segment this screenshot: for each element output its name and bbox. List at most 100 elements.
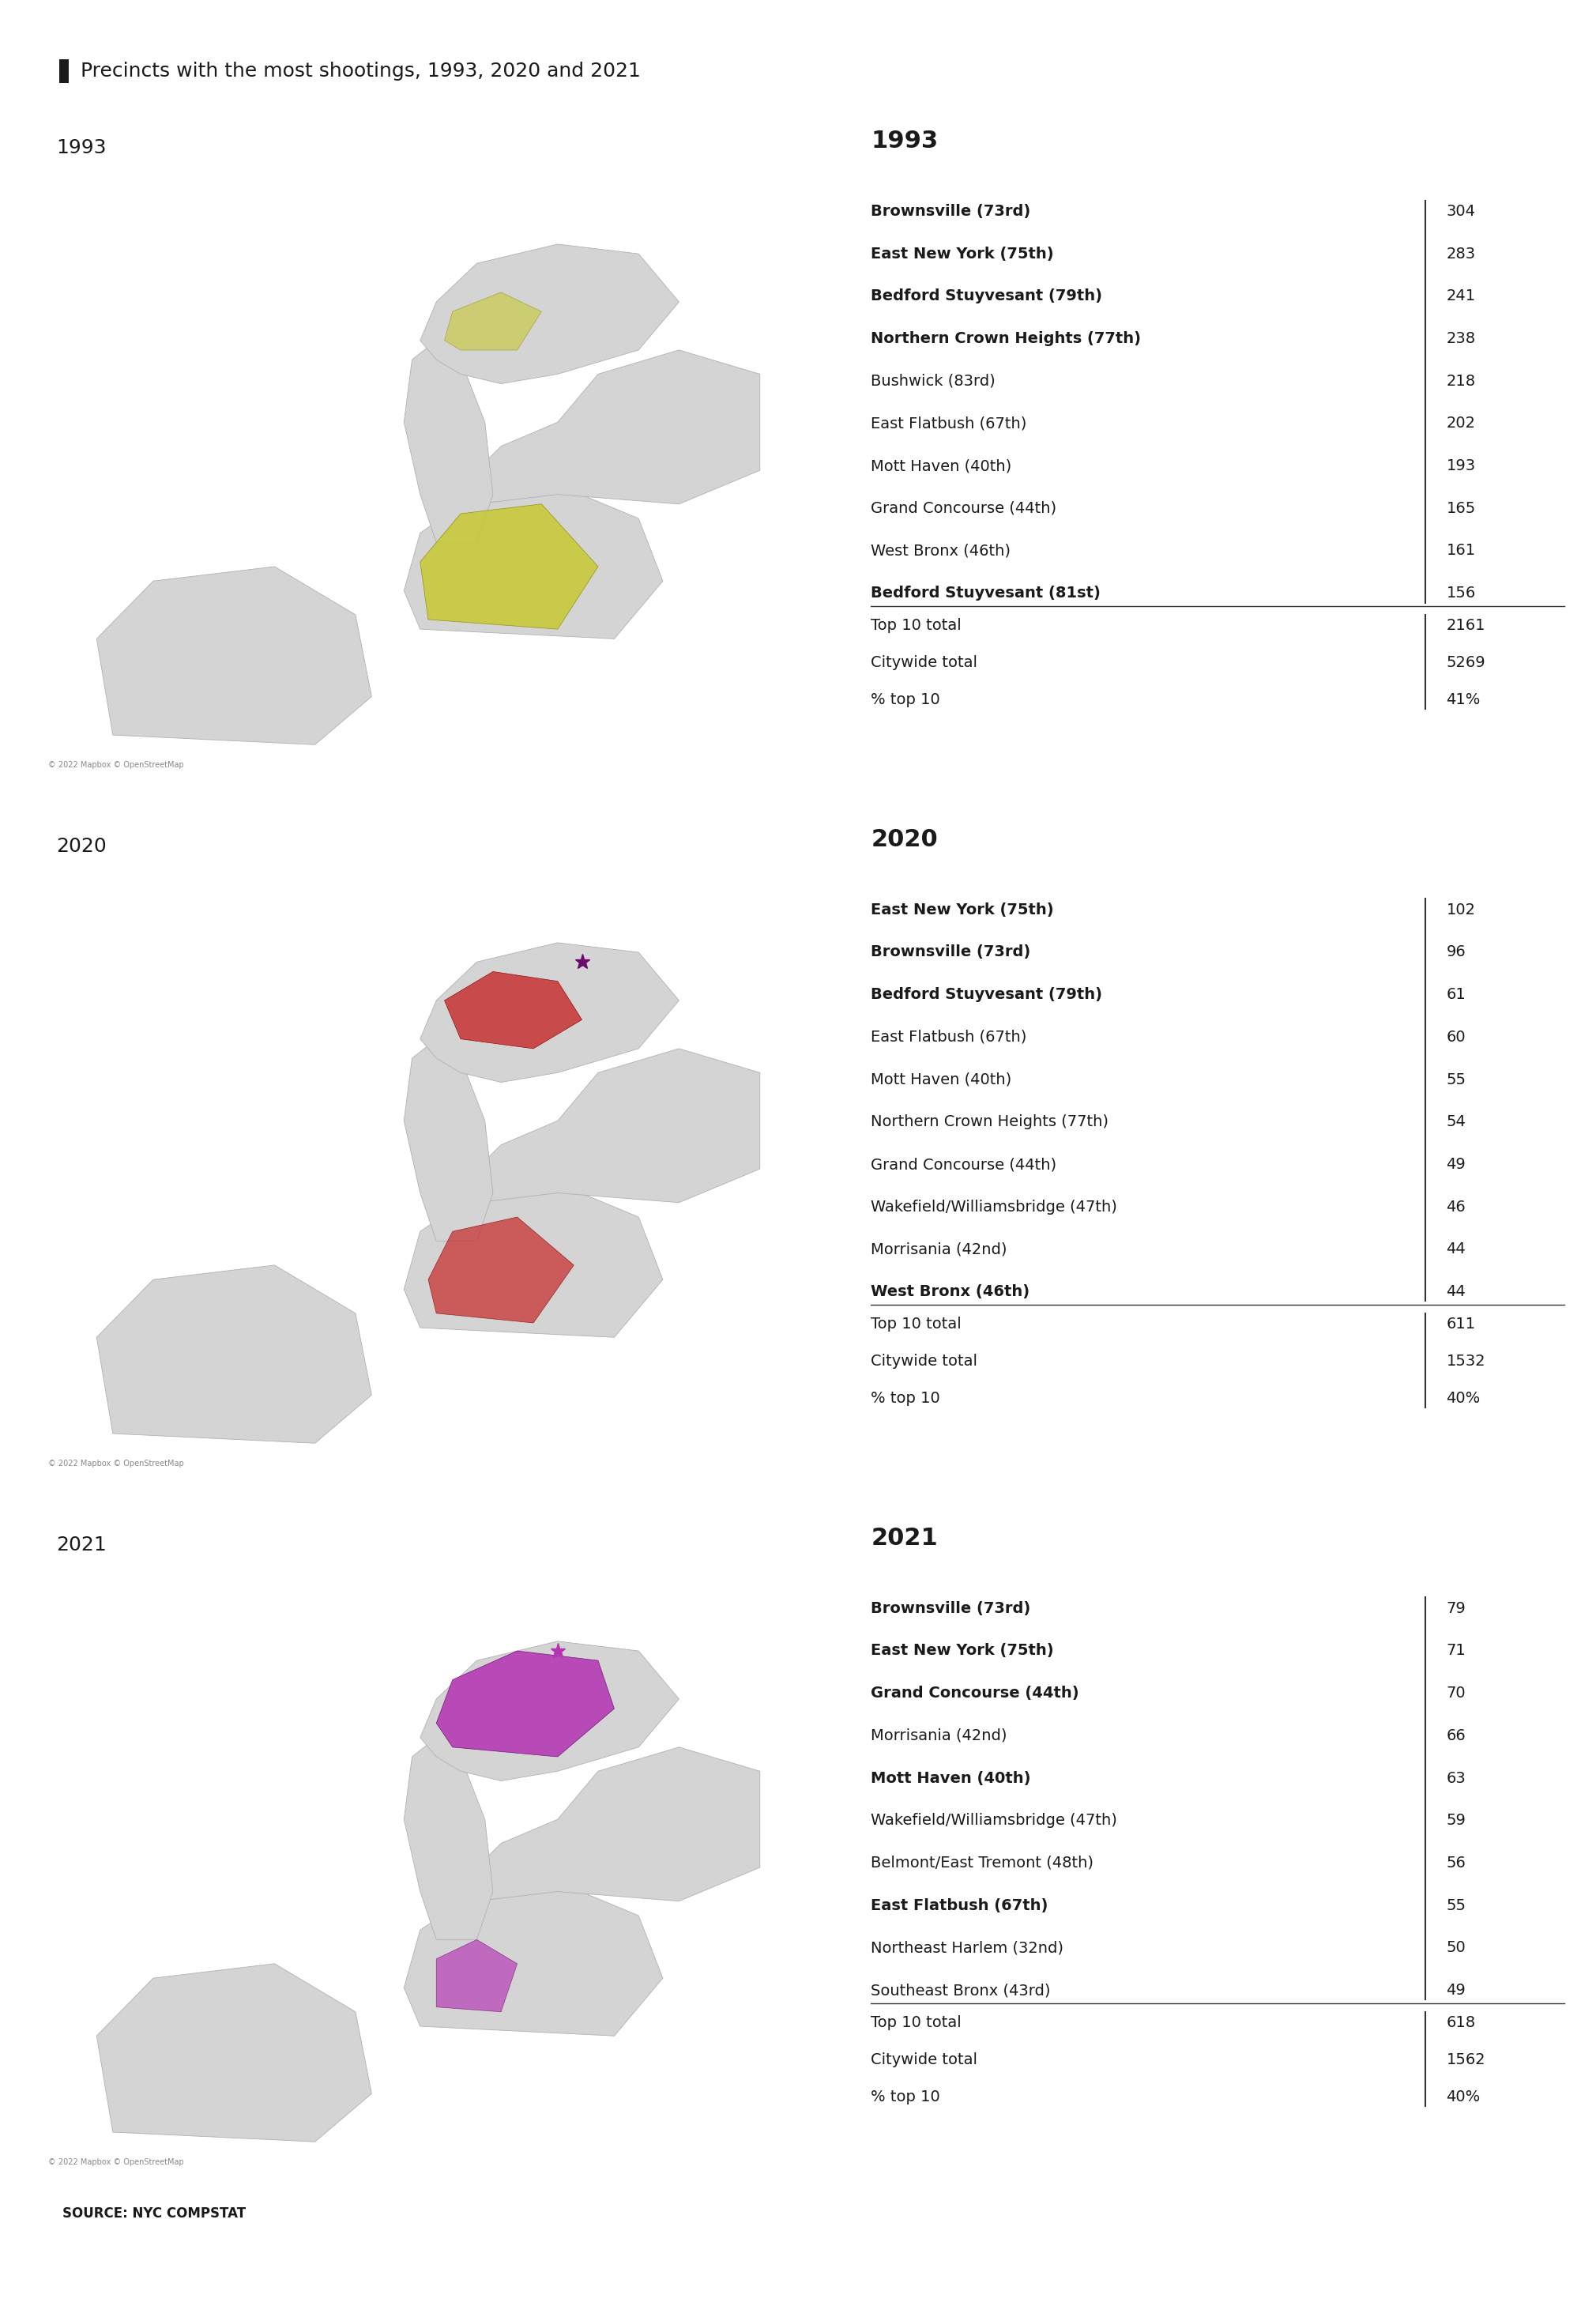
Text: 618: 618: [1446, 2015, 1476, 2029]
Text: 46: 46: [1446, 1199, 1465, 1215]
Text: 55: 55: [1446, 1072, 1467, 1086]
Text: Northern Crown Heights (77th): Northern Crown Heights (77th): [871, 1114, 1109, 1130]
Text: 70: 70: [1446, 1686, 1465, 1702]
Polygon shape: [477, 1748, 760, 1900]
Text: © 2022 Mapbox © OpenStreetMap: © 2022 Mapbox © OpenStreetMap: [48, 761, 184, 768]
Text: Mott Haven (40th): Mott Haven (40th): [871, 1072, 1012, 1086]
Text: © 2022 Mapbox © OpenStreetMap: © 2022 Mapbox © OpenStreetMap: [48, 1460, 184, 1467]
Text: East New York (75th): East New York (75th): [871, 902, 1053, 918]
Text: 96: 96: [1446, 945, 1465, 959]
Text: 40%: 40%: [1446, 1391, 1481, 1407]
Polygon shape: [477, 1049, 760, 1204]
Text: % top 10: % top 10: [871, 2089, 940, 2105]
Text: 60: 60: [1446, 1031, 1465, 1045]
Text: Brownsville (73rd): Brownsville (73rd): [871, 203, 1031, 219]
Text: 41%: 41%: [1446, 692, 1481, 708]
Text: 156: 156: [1446, 586, 1476, 602]
Polygon shape: [436, 1939, 517, 2011]
Text: Precincts with the most shootings, 1993, 2020 and 2021: Precincts with the most shootings, 1993,…: [81, 62, 642, 81]
Polygon shape: [420, 244, 678, 383]
Text: Grand Concourse (44th): Grand Concourse (44th): [871, 1158, 1057, 1171]
Text: 2021: 2021: [56, 1536, 107, 1554]
Text: % top 10: % top 10: [871, 692, 940, 708]
Polygon shape: [420, 1642, 678, 1780]
Text: East Flatbush (67th): East Flatbush (67th): [871, 415, 1026, 431]
Text: Citywide total: Citywide total: [871, 2052, 977, 2066]
Text: 218: 218: [1446, 374, 1476, 387]
Polygon shape: [444, 971, 583, 1049]
Text: 61: 61: [1446, 987, 1465, 1003]
Text: Grand Concourse (44th): Grand Concourse (44th): [871, 1686, 1079, 1702]
Text: Brownsville (73rd): Brownsville (73rd): [871, 945, 1031, 959]
Text: 40%: 40%: [1446, 2089, 1481, 2105]
Text: 283: 283: [1446, 247, 1476, 261]
Text: 56: 56: [1446, 1856, 1465, 1870]
Text: Belmont/East Tremont (48th): Belmont/East Tremont (48th): [871, 1856, 1093, 1870]
Text: 2020: 2020: [871, 828, 938, 851]
Text: 161: 161: [1446, 544, 1476, 558]
Text: 1562: 1562: [1446, 2052, 1486, 2066]
Text: 238: 238: [1446, 332, 1476, 346]
Polygon shape: [97, 567, 372, 745]
Text: 202: 202: [1446, 415, 1475, 431]
Text: 304: 304: [1446, 203, 1475, 219]
Text: Top 10 total: Top 10 total: [871, 618, 961, 634]
Text: Morrisania (42nd): Morrisania (42nd): [871, 1243, 1007, 1257]
Text: Citywide total: Citywide total: [871, 655, 977, 671]
Polygon shape: [97, 1965, 372, 2142]
Text: 1993: 1993: [56, 138, 107, 157]
Text: 611: 611: [1446, 1317, 1476, 1331]
Text: Bedford Stuyvesant (79th): Bedford Stuyvesant (79th): [871, 987, 1103, 1003]
Polygon shape: [420, 505, 598, 630]
Text: Bedford Stuyvesant (81st): Bedford Stuyvesant (81st): [871, 586, 1101, 602]
Text: Top 10 total: Top 10 total: [871, 2015, 961, 2029]
Text: 44: 44: [1446, 1284, 1465, 1298]
Polygon shape: [404, 1736, 493, 1939]
Text: 49: 49: [1446, 1158, 1465, 1171]
Text: 2161: 2161: [1446, 618, 1486, 634]
Text: % top 10: % top 10: [871, 1391, 940, 1407]
Text: 71: 71: [1446, 1644, 1465, 1658]
Text: SOURCE: NYC COMPSTAT: SOURCE: NYC COMPSTAT: [62, 2207, 246, 2221]
Polygon shape: [404, 1183, 662, 1337]
Text: Mott Haven (40th): Mott Haven (40th): [871, 1771, 1031, 1785]
Text: 66: 66: [1446, 1727, 1465, 1743]
Text: Bedford Stuyvesant (79th): Bedford Stuyvesant (79th): [871, 288, 1103, 304]
Text: 55: 55: [1446, 1898, 1467, 1914]
Text: East New York (75th): East New York (75th): [871, 1644, 1053, 1658]
Text: West Bronx (46th): West Bronx (46th): [871, 544, 1010, 558]
Text: Morrisania (42nd): Morrisania (42nd): [871, 1727, 1007, 1743]
Text: 241: 241: [1446, 288, 1476, 304]
Text: Southeast Bronx (43rd): Southeast Bronx (43rd): [871, 1983, 1050, 1997]
Text: 54: 54: [1446, 1114, 1465, 1130]
Text: Bushwick (83rd): Bushwick (83rd): [871, 374, 996, 387]
Text: Wakefield/Williamsbridge (47th): Wakefield/Williamsbridge (47th): [871, 1199, 1117, 1215]
Polygon shape: [404, 1040, 493, 1241]
Text: 2021: 2021: [871, 1527, 938, 1550]
Bar: [59, 60, 69, 83]
Polygon shape: [404, 1882, 662, 2036]
Text: 1993: 1993: [871, 129, 938, 152]
Text: 1532: 1532: [1446, 1354, 1486, 1370]
Text: Mott Haven (40th): Mott Haven (40th): [871, 459, 1012, 473]
Text: West Bronx (46th): West Bronx (46th): [871, 1284, 1029, 1298]
Polygon shape: [404, 341, 493, 542]
Text: East New York (75th): East New York (75th): [871, 247, 1053, 261]
Text: 79: 79: [1446, 1600, 1465, 1617]
Text: 44: 44: [1446, 1243, 1465, 1257]
Text: Brownsville (73rd): Brownsville (73rd): [871, 1600, 1031, 1617]
Polygon shape: [420, 943, 678, 1082]
Text: Northeast Harlem (32nd): Northeast Harlem (32nd): [871, 1939, 1063, 1955]
Text: Grand Concourse (44th): Grand Concourse (44th): [871, 500, 1057, 517]
Text: 165: 165: [1446, 500, 1476, 517]
Text: 49: 49: [1446, 1983, 1465, 1997]
Text: 50: 50: [1446, 1939, 1465, 1955]
Text: 59: 59: [1446, 1813, 1465, 1829]
Text: East Flatbush (67th): East Flatbush (67th): [871, 1031, 1026, 1045]
Text: © 2022 Mapbox © OpenStreetMap: © 2022 Mapbox © OpenStreetMap: [48, 2158, 184, 2165]
Text: Citywide total: Citywide total: [871, 1354, 977, 1370]
Text: 102: 102: [1446, 902, 1475, 918]
Text: 193: 193: [1446, 459, 1476, 473]
Text: Northern Crown Heights (77th): Northern Crown Heights (77th): [871, 332, 1141, 346]
Polygon shape: [428, 1218, 575, 1324]
